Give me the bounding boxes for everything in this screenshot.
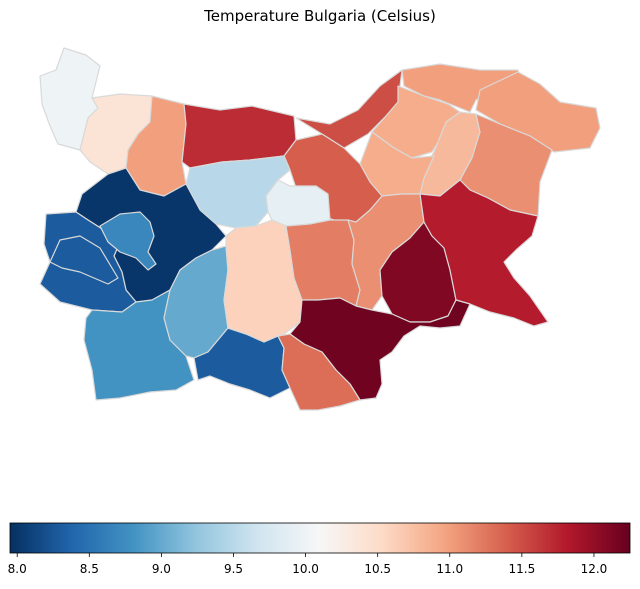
colorbar-tick-label-2: 9.0 bbox=[152, 562, 171, 576]
region-razgrad bbox=[371, 85, 461, 159]
colorbar: 8.0 8.5 9.0 9.5 10.0 10.5 11.0 11.5 12.0 bbox=[8, 522, 631, 576]
region-dobrich bbox=[475, 71, 601, 153]
region-plovdiv bbox=[223, 219, 303, 343]
colorbar-tick-label-3: 9.5 bbox=[224, 562, 243, 576]
colorbar-gradient bbox=[9, 522, 631, 554]
colorbar-tick-label-0: 8.0 bbox=[8, 562, 27, 576]
colorbar-ticks: 8.0 8.5 9.0 9.5 10.0 10.5 11.0 11.5 12.0 bbox=[8, 553, 608, 576]
colorbar-tick-label-6: 11.0 bbox=[436, 562, 463, 576]
colorbar-tick-label-5: 10.5 bbox=[364, 562, 391, 576]
colorbar-tick-label-4: 10.0 bbox=[292, 562, 319, 576]
regions-layer bbox=[39, 47, 601, 411]
colorbar-tick-label-7: 11.5 bbox=[509, 562, 536, 576]
region-kyustendil bbox=[49, 235, 119, 285]
colorbar-tick-label-1: 8.5 bbox=[80, 562, 99, 576]
region-blagoevgrad bbox=[83, 289, 195, 401]
colorbar-tick-label-8: 12.0 bbox=[581, 562, 608, 576]
region-sofia-city bbox=[99, 211, 157, 271]
region-kardzhali bbox=[277, 333, 361, 411]
region-burgas bbox=[419, 179, 549, 327]
map-title: Temperature Bulgaria (Celsius) bbox=[204, 7, 436, 25]
